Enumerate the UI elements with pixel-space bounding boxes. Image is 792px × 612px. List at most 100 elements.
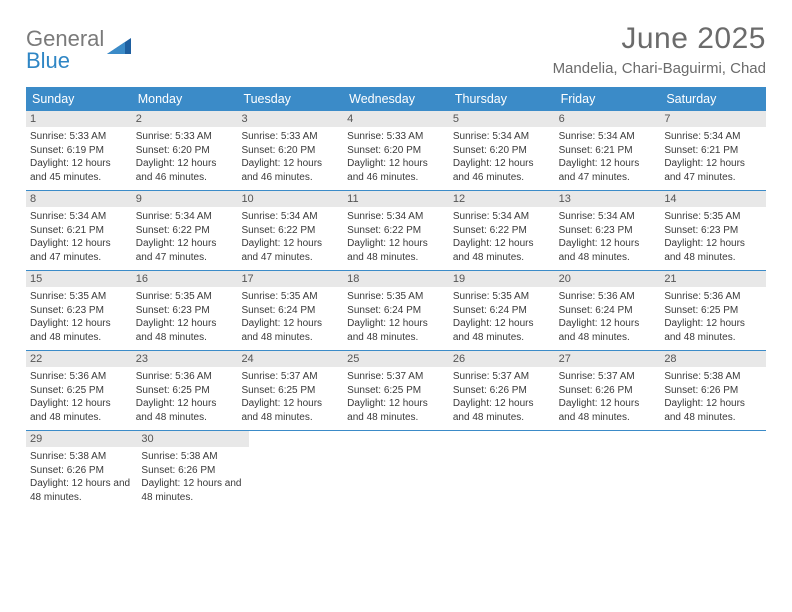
day-number: 13 (555, 191, 661, 207)
sunset-text: Sunset: 6:22 PM (347, 224, 445, 238)
sunset-text: Sunset: 6:20 PM (453, 144, 551, 158)
sunset-text: Sunset: 6:23 PM (664, 224, 762, 238)
day-cell: 8 Sunrise: 5:34 AMSunset: 6:21 PMDaylight… (26, 191, 132, 270)
logo-text: General Blue (26, 28, 104, 72)
sunset-text: Sunset: 6:21 PM (30, 224, 128, 238)
day-cell: 18Sunrise: 5:35 AMSunset: 6:24 PMDayligh… (343, 271, 449, 350)
day-detail: Sunrise: 5:35 AMSunset: 6:24 PMDaylight:… (241, 290, 339, 344)
sunrise-text: Sunrise: 5:35 AM (136, 290, 234, 304)
day-cell: 7 Sunrise: 5:34 AMSunset: 6:21 PMDaylight… (660, 111, 766, 190)
week-row: 8Sunrise: 5:34 AMSunset: 6:21 PMDaylight… (26, 191, 766, 271)
sunrise-text: Sunrise: 5:38 AM (30, 450, 133, 464)
day-detail: Sunrise: 5:36 AMSunset: 6:25 PMDaylight:… (30, 370, 128, 424)
weeks-container: 1Sunrise: 5:33 AMSunset: 6:19 PMDaylight… (26, 111, 766, 510)
day-number: 4 (343, 111, 449, 127)
empty-cell (663, 431, 766, 510)
sunrise-text: Sunrise: 5:37 AM (453, 370, 551, 384)
day-cell: 1Sunrise: 5:33 AMSunset: 6:19 PMDaylight… (26, 111, 132, 190)
day-number: 30 (137, 431, 248, 447)
daylight-text: Daylight: 12 hours and 48 minutes. (664, 397, 762, 424)
sunrise-text: Sunrise: 5:34 AM (559, 130, 657, 144)
daylight-text: Daylight: 12 hours and 48 minutes. (347, 237, 445, 264)
day-cell: 11 Sunrise: 5:34 AMSunset: 6:22 PMDayligh… (343, 191, 449, 270)
day-number: 29 (26, 431, 137, 447)
day-detail: Sunrise: 5:37 AMSunset: 6:26 PMDaylight:… (453, 370, 551, 424)
day-detail: Sunrise: 5:34 AMSunset: 6:21 PMDaylight:… (30, 210, 128, 264)
day-cell: 3Sunrise: 5:33 AMSunset: 6:20 PMDaylight… (237, 111, 343, 190)
day-detail: Sunrise: 5:33 AMSunset: 6:19 PMDaylight:… (30, 130, 128, 184)
day-detail: Sunrise: 5:36 AMSunset: 6:25 PMDaylight:… (664, 290, 762, 344)
day-cell: 4 Sunrise: 5:33 AMSunset: 6:20 PMDaylight… (343, 111, 449, 190)
daylight-text: Daylight: 12 hours and 47 minutes. (559, 157, 657, 184)
day-cell: 22Sunrise: 5:36 AMSunset: 6:25 PMDayligh… (26, 351, 132, 430)
day-header-row: Sunday Monday Tuesday Wednesday Thursday… (26, 87, 766, 111)
sunset-text: Sunset: 6:19 PM (30, 144, 128, 158)
day-number: 7 (660, 111, 766, 127)
sunrise-text: Sunrise: 5:34 AM (241, 210, 339, 224)
day-detail: Sunrise: 5:33 AMSunset: 6:20 PMDaylight:… (347, 130, 445, 184)
daylight-text: Daylight: 12 hours and 48 minutes. (347, 397, 445, 424)
sunset-text: Sunset: 6:25 PM (30, 384, 128, 398)
daylight-text: Daylight: 12 hours and 48 minutes. (141, 477, 244, 504)
day-detail: Sunrise: 5:34 AMSunset: 6:22 PMDaylight:… (347, 210, 445, 264)
sunset-text: Sunset: 6:26 PM (30, 464, 133, 478)
location-text: Mandelia, Chari-Baguirmi, Chad (553, 60, 766, 77)
day-cell: 23Sunrise: 5:36 AMSunset: 6:25 PMDayligh… (132, 351, 238, 430)
sunrise-text: Sunrise: 5:34 AM (347, 210, 445, 224)
day-detail: Sunrise: 5:38 AMSunset: 6:26 PMDaylight:… (30, 450, 133, 504)
day-number: 15 (26, 271, 132, 287)
sunrise-text: Sunrise: 5:34 AM (453, 210, 551, 224)
daylight-text: Daylight: 12 hours and 48 minutes. (559, 397, 657, 424)
day-number: 11 (343, 191, 449, 207)
empty-cell (456, 431, 559, 510)
header-row: General Blue June 2025 Mandelia, Chari-B… (26, 22, 766, 77)
day-number: 5 (449, 111, 555, 127)
daylight-text: Daylight: 12 hours and 48 minutes. (559, 317, 657, 344)
day-cell: 30Sunrise: 5:38 AMSunset: 6:26 PMDayligh… (137, 431, 248, 510)
sunset-text: Sunset: 6:25 PM (241, 384, 339, 398)
day-header-wednesday: Wednesday (343, 87, 449, 111)
day-number: 3 (237, 111, 343, 127)
daylight-text: Daylight: 12 hours and 48 minutes. (453, 397, 551, 424)
day-number: 8 (26, 191, 132, 207)
day-cell: 14Sunrise: 5:35 AMSunset: 6:23 PMDayligh… (660, 191, 766, 270)
sunset-text: Sunset: 6:20 PM (136, 144, 234, 158)
daylight-text: Daylight: 12 hours and 48 minutes. (559, 237, 657, 264)
logo: General Blue (26, 28, 133, 72)
day-number: 6 (555, 111, 661, 127)
daylight-text: Daylight: 12 hours and 48 minutes. (136, 317, 234, 344)
daylight-text: Daylight: 12 hours and 48 minutes. (30, 317, 128, 344)
day-cell: 12Sunrise: 5:34 AMSunset: 6:22 PMDayligh… (449, 191, 555, 270)
day-detail: Sunrise: 5:36 AMSunset: 6:24 PMDaylight:… (559, 290, 657, 344)
sunrise-text: Sunrise: 5:38 AM (664, 370, 762, 384)
daylight-text: Daylight: 12 hours and 48 minutes. (30, 397, 128, 424)
sunset-text: Sunset: 6:24 PM (453, 304, 551, 318)
sunrise-text: Sunrise: 5:38 AM (141, 450, 244, 464)
day-number: 24 (237, 351, 343, 367)
calendar: Sunday Monday Tuesday Wednesday Thursday… (26, 87, 766, 510)
day-number: 17 (237, 271, 343, 287)
daylight-text: Daylight: 12 hours and 47 minutes. (136, 237, 234, 264)
sunset-text: Sunset: 6:24 PM (347, 304, 445, 318)
daylight-text: Daylight: 12 hours and 48 minutes. (347, 317, 445, 344)
sunrise-text: Sunrise: 5:35 AM (241, 290, 339, 304)
day-header-saturday: Saturday (660, 87, 766, 111)
sunrise-text: Sunrise: 5:34 AM (136, 210, 234, 224)
day-header-tuesday: Tuesday (237, 87, 343, 111)
day-cell: 9Sunrise: 5:34 AMSunset: 6:22 PMDaylight… (132, 191, 238, 270)
empty-cell (559, 431, 662, 510)
title-block: June 2025 Mandelia, Chari-Baguirmi, Chad (553, 22, 766, 77)
day-detail: Sunrise: 5:34 AMSunset: 6:21 PMDaylight:… (664, 130, 762, 184)
day-cell: 17 Sunrise: 5:35 AMSunset: 6:24 PMDayligh… (237, 271, 343, 350)
day-cell: 26Sunrise: 5:37 AMSunset: 6:26 PMDayligh… (449, 351, 555, 430)
sunrise-text: Sunrise: 5:33 AM (347, 130, 445, 144)
day-number: 2 (132, 111, 238, 127)
week-row: 29Sunrise: 5:38 AMSunset: 6:26 PMDayligh… (26, 431, 766, 510)
day-detail: Sunrise: 5:35 AMSunset: 6:23 PMDaylight:… (30, 290, 128, 344)
daylight-text: Daylight: 12 hours and 48 minutes. (453, 317, 551, 344)
sunset-text: Sunset: 6:20 PM (347, 144, 445, 158)
day-detail: Sunrise: 5:33 AMSunset: 6:20 PMDaylight:… (136, 130, 234, 184)
sunrise-text: Sunrise: 5:35 AM (453, 290, 551, 304)
daylight-text: Daylight: 12 hours and 46 minutes. (453, 157, 551, 184)
day-detail: Sunrise: 5:34 AMSunset: 6:23 PMDaylight:… (559, 210, 657, 264)
